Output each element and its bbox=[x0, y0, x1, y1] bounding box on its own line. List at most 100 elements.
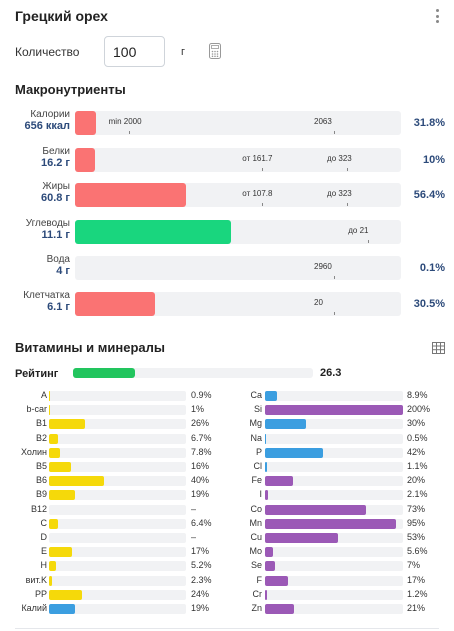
macro-row: Белки 16.2 г от 161.7 до 323 10% bbox=[0, 146, 454, 178]
nutrient-bar bbox=[265, 433, 403, 444]
nutrient-name: Co bbox=[250, 503, 262, 514]
nutrient-name: B12 bbox=[30, 503, 47, 514]
nutrient-percent: 20% bbox=[407, 475, 426, 486]
macro-value: 656 ккал bbox=[24, 120, 70, 132]
nutrient-percent: 2.1% bbox=[407, 489, 428, 500]
nutrient-row: Cr 1.2% bbox=[0, 588, 454, 602]
nutrient-row: Ca 8.9% bbox=[0, 389, 454, 403]
nutrient-row: E 17% bbox=[0, 545, 454, 559]
macro-percent: 10% bbox=[422, 154, 445, 166]
macro-marker-label: 2960 bbox=[314, 262, 332, 271]
macro-marker-tick bbox=[334, 131, 336, 134]
nutrient-bar-fill bbox=[265, 533, 339, 543]
nutrient-bar-fill bbox=[49, 419, 85, 430]
nutrient-bar-fill bbox=[49, 490, 76, 501]
nutrient-row: Mg 30% bbox=[0, 417, 454, 431]
nutrient-name: Холин bbox=[21, 446, 47, 457]
nutrient-percent: 200% bbox=[407, 404, 431, 415]
nutrient-name: B1 bbox=[35, 418, 47, 429]
macro-bar-fill bbox=[75, 183, 186, 207]
macro-name: Углеводы bbox=[25, 218, 70, 229]
nutrient-bar-fill bbox=[265, 490, 268, 501]
nutrient-percent: 42% bbox=[407, 446, 426, 457]
nutrient-bar bbox=[265, 490, 403, 501]
nutrient-bar bbox=[49, 405, 186, 416]
rating-label: Рейтинг bbox=[15, 368, 59, 380]
nutrient-row: Se 7% bbox=[0, 559, 454, 573]
nutrient-percent: 6.7% bbox=[191, 432, 212, 443]
nutrient-bar-fill bbox=[265, 518, 397, 529]
macro-name: Белки bbox=[42, 146, 70, 157]
nutrient-bar-fill bbox=[265, 589, 267, 600]
nutrient-bar bbox=[265, 405, 403, 416]
nutrient-percent: 1% bbox=[191, 404, 205, 415]
nutrient-percent: 5.2% bbox=[191, 560, 212, 571]
nutrient-bar bbox=[49, 518, 186, 529]
nutrient-row: I 2.1% bbox=[0, 488, 454, 502]
nutrient-percent: 30% bbox=[407, 418, 426, 429]
macro-row: Углеводы 11.1 г до 21 bbox=[0, 218, 454, 250]
nutrient-bar bbox=[49, 447, 186, 458]
macro-marker-label: до 21 bbox=[348, 226, 369, 235]
nutrient-bar bbox=[49, 391, 186, 401]
nutrient-row: Калий 19% bbox=[0, 602, 454, 616]
nutrient-row: B9 19% bbox=[0, 488, 454, 502]
nutrient-percent: 7.8% bbox=[191, 446, 212, 457]
nutrient-name: Mn bbox=[249, 517, 262, 528]
nutrient-row: P 42% bbox=[0, 446, 454, 460]
vitamins-section-title: Витамины и минералы bbox=[15, 340, 165, 355]
nutrient-bar-fill bbox=[265, 547, 273, 558]
nutrient-name: B6 bbox=[35, 475, 47, 486]
nutrient-name: Fe bbox=[251, 475, 262, 486]
nutrient-percent: 16% bbox=[191, 461, 210, 471]
more-menu-icon[interactable] bbox=[431, 7, 443, 25]
macro-marker-tick bbox=[347, 203, 349, 206]
nutrient-bar-fill bbox=[49, 405, 51, 416]
nutrient-bar-fill bbox=[49, 433, 59, 444]
nutrient-row: Cu 53% bbox=[0, 531, 454, 545]
nutrient-bar-fill bbox=[265, 575, 289, 586]
nutrient-row: B5 16% bbox=[0, 460, 454, 474]
nutrient-row: Na 0.5% bbox=[0, 432, 454, 446]
nutrient-bar-fill bbox=[265, 419, 307, 430]
nutrient-name: P bbox=[255, 446, 262, 457]
macro-bar: min 2000 2063 bbox=[75, 111, 401, 135]
nutrient-bar bbox=[49, 547, 186, 558]
nutrient-row: H 5.2% bbox=[0, 559, 454, 573]
macro-marker-tick bbox=[334, 276, 336, 279]
nutrient-name: Mo bbox=[249, 546, 262, 557]
macro-row: Клетчатка 6.1 г 20 30.5% bbox=[0, 290, 454, 322]
macro-marker-tick bbox=[334, 312, 336, 315]
nutrient-row: D – bbox=[0, 531, 454, 545]
nutrient-bar-fill bbox=[265, 561, 275, 572]
quantity-unit: г bbox=[181, 46, 186, 58]
nutrient-percent: 40% bbox=[191, 475, 210, 486]
nutrient-bar bbox=[49, 419, 186, 430]
macro-percent: 56.4% bbox=[413, 189, 445, 201]
nutrient-name: I bbox=[259, 489, 262, 500]
macros-section-title: Макронутриенты bbox=[15, 82, 126, 97]
nutrient-name: D bbox=[40, 532, 48, 542]
calculator-icon[interactable] bbox=[209, 43, 221, 64]
nutrient-name: Mg bbox=[249, 418, 262, 429]
nutrient-percent: – bbox=[191, 503, 197, 514]
macro-bar-fill bbox=[75, 111, 96, 135]
nutrient-bar bbox=[49, 433, 186, 444]
nutrient-name: Na bbox=[250, 432, 262, 443]
nutrient-row: Mn 95% bbox=[0, 517, 454, 531]
rating-value: 26.3 bbox=[320, 367, 342, 379]
table-view-icon[interactable] bbox=[432, 341, 445, 359]
nutrient-name: F bbox=[256, 574, 263, 585]
nutrient-percent: 17% bbox=[191, 546, 210, 557]
divider bbox=[15, 628, 439, 629]
macro-bar: от 107.8 до 323 bbox=[75, 183, 401, 207]
nutrient-bar-fill bbox=[265, 433, 266, 444]
nutrient-percent: 95% bbox=[407, 517, 426, 528]
macro-marker-label: до 323 bbox=[327, 154, 352, 163]
nutrient-bar-fill bbox=[265, 447, 323, 458]
nutrient-bar bbox=[49, 561, 186, 572]
nutrient-bar-fill bbox=[49, 462, 71, 472]
nutrient-name: b-car bbox=[26, 404, 47, 415]
nutrient-name: Cu bbox=[250, 532, 262, 542]
quantity-input[interactable] bbox=[104, 36, 165, 67]
